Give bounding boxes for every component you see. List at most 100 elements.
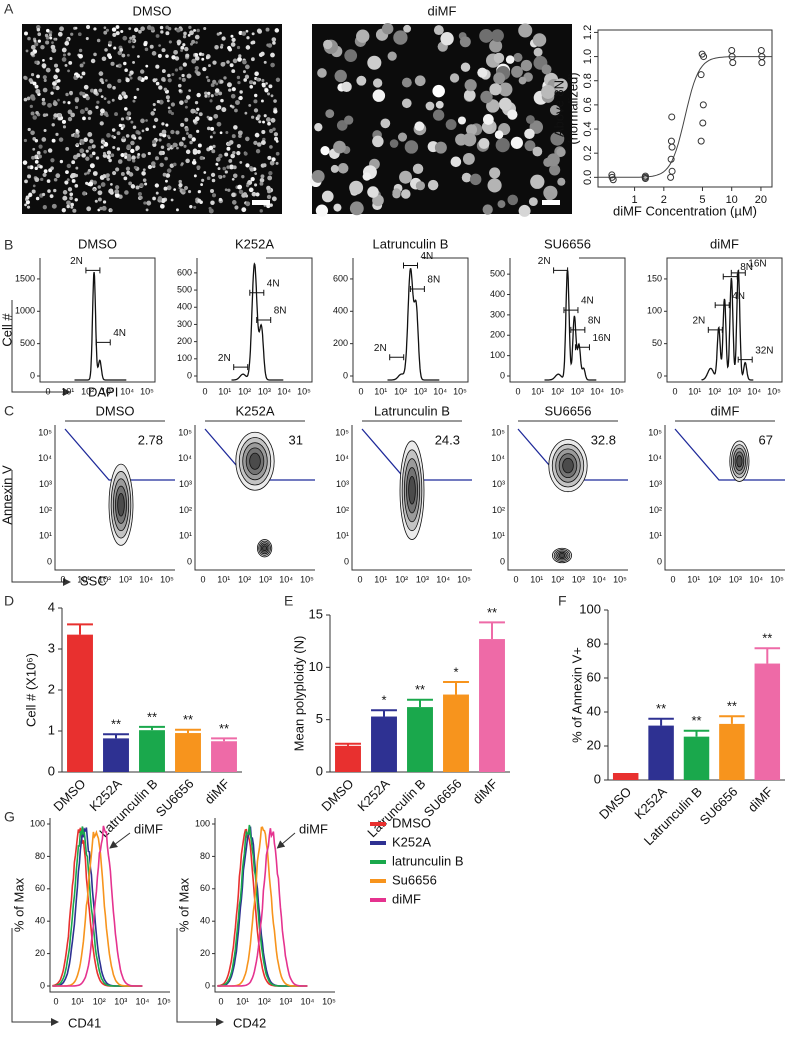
y-tick-label: 10⁵ (491, 427, 505, 437)
nucleus (108, 40, 113, 45)
y-tick-label: 10¹ (336, 531, 349, 541)
nucleus (212, 79, 217, 84)
nucleus (163, 186, 168, 191)
nucleus (466, 124, 478, 136)
nucleus (469, 173, 482, 186)
nucleus (64, 63, 68, 67)
nucleus (275, 161, 279, 165)
axes (666, 257, 783, 383)
nucleus (220, 98, 224, 103)
nucleus (34, 177, 40, 183)
bar (443, 694, 469, 772)
nucleus (135, 185, 140, 190)
nucleus (120, 172, 125, 176)
nucleus (82, 61, 86, 65)
nucleus (427, 179, 439, 191)
nucleus (230, 93, 236, 99)
nucleus (123, 176, 128, 181)
gate-label: 4N (113, 328, 126, 339)
nucleus (126, 111, 132, 116)
nucleus (182, 35, 187, 39)
y-tick-label: 0 (40, 980, 45, 990)
nucleus (194, 100, 199, 105)
y-tick-label: 0.8 (582, 73, 594, 88)
nucleus (117, 63, 122, 68)
nucleus (530, 174, 545, 189)
nucleus (181, 136, 186, 141)
nucleus (349, 180, 364, 195)
nucleus (249, 80, 254, 85)
annotation-arrow (109, 832, 131, 849)
x-tick-label: 10¹ (374, 386, 387, 396)
nucleus (181, 77, 186, 82)
gate (553, 267, 569, 274)
nucleus (131, 134, 136, 139)
nucleus (51, 138, 56, 143)
nucleus (493, 72, 505, 85)
nucleus (87, 116, 92, 120)
nucleus (541, 64, 552, 75)
significance: ** (762, 631, 772, 646)
nucleus (57, 98, 60, 102)
error-bar (67, 623, 93, 635)
x-tick-label: 10⁴ (749, 574, 763, 584)
nucleus (325, 109, 335, 119)
nucleus (237, 130, 243, 136)
nucleus (101, 81, 105, 85)
nucleus (268, 170, 273, 176)
nucleus (182, 62, 187, 67)
nucleus (532, 146, 543, 157)
nucleus (104, 48, 108, 52)
nucleus (97, 190, 103, 196)
x-tick-label: 1 (632, 194, 638, 206)
panel-label: C (4, 403, 14, 419)
nucleus (42, 172, 47, 177)
nucleus (65, 170, 69, 175)
nucleus (85, 37, 89, 41)
y-tick-label: 0 (30, 370, 35, 380)
y-tick-label: 150 (647, 273, 662, 283)
nucleus (132, 125, 137, 130)
nucleus (170, 198, 174, 202)
nucleus (372, 89, 386, 102)
panel-label: B (4, 237, 13, 253)
nucleus (78, 48, 83, 53)
nucleus (156, 100, 160, 104)
nucleus (404, 140, 419, 154)
nucleus (25, 200, 30, 205)
x-tick-label: 10³ (728, 386, 741, 396)
x-tick-label: 10⁴ (433, 386, 447, 396)
legend-label: latrunculin B (392, 853, 464, 868)
plot-title: Latrunculin B (373, 236, 449, 251)
nucleus (333, 140, 346, 154)
nucleus (232, 58, 238, 64)
nucleus (99, 112, 104, 116)
nucleus (178, 66, 183, 71)
y-tick-label: 1000 (15, 306, 35, 316)
nucleus (158, 99, 164, 105)
x-tick-label: 10¹ (71, 996, 84, 1006)
nucleus (254, 183, 258, 187)
nucleus (30, 44, 36, 50)
y-tick-label: 100 (195, 818, 210, 828)
nucleus (127, 39, 132, 44)
plot-title: K252A (235, 236, 274, 251)
y-axis-label: Annexin V (0, 465, 14, 525)
nucleus (29, 165, 34, 170)
x-axis-label: CD41 (68, 1015, 101, 1030)
nucleus (228, 159, 233, 163)
nucleus (23, 31, 28, 36)
nucleus (159, 25, 164, 30)
nucleus (149, 44, 154, 49)
nucleus (158, 44, 161, 47)
nucleus (188, 25, 192, 30)
y-tick-label: 60 (200, 883, 210, 893)
histogram-curve (231, 262, 284, 381)
x-tick-label: 10⁵ (140, 386, 154, 396)
significance: ** (727, 699, 737, 714)
nucleus (101, 56, 107, 62)
nucleus (36, 28, 41, 32)
nucleus (231, 177, 235, 181)
nucleus (194, 65, 199, 71)
